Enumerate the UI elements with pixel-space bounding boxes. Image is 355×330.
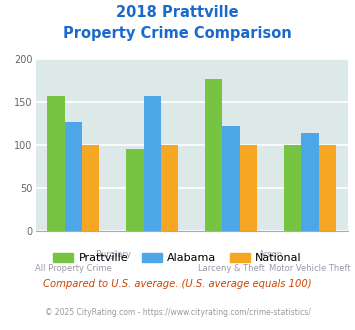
- Text: Burglary: Burglary: [95, 250, 131, 259]
- Text: All Property Crime: All Property Crime: [35, 264, 112, 273]
- Bar: [301, 133, 319, 231]
- Bar: [223, 126, 240, 231]
- Bar: [319, 145, 336, 231]
- Bar: [65, 122, 82, 231]
- Text: Motor Vehicle Theft: Motor Vehicle Theft: [269, 264, 351, 273]
- Text: 2018 Prattville: 2018 Prattville: [116, 5, 239, 20]
- Bar: [205, 79, 223, 231]
- Bar: [284, 145, 301, 231]
- Bar: [126, 148, 143, 231]
- Bar: [143, 96, 161, 231]
- Bar: [47, 96, 65, 231]
- Text: Compared to U.S. average. (U.S. average equals 100): Compared to U.S. average. (U.S. average …: [43, 279, 312, 289]
- Bar: [240, 145, 257, 231]
- Bar: [82, 145, 99, 231]
- Legend: Prattville, Alabama, National: Prattville, Alabama, National: [49, 248, 306, 267]
- Text: Property Crime Comparison: Property Crime Comparison: [63, 26, 292, 41]
- Text: Arson: Arson: [258, 250, 283, 259]
- Bar: [161, 145, 178, 231]
- Text: Larceny & Theft: Larceny & Theft: [198, 264, 264, 273]
- Text: © 2025 CityRating.com - https://www.cityrating.com/crime-statistics/: © 2025 CityRating.com - https://www.city…: [45, 308, 310, 316]
